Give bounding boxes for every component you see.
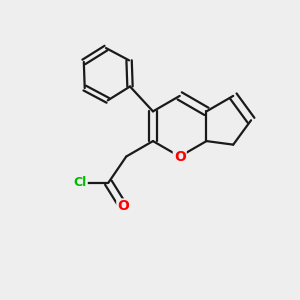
Text: Cl: Cl [74, 176, 87, 189]
Text: O: O [117, 200, 129, 214]
Text: O: O [174, 149, 186, 164]
